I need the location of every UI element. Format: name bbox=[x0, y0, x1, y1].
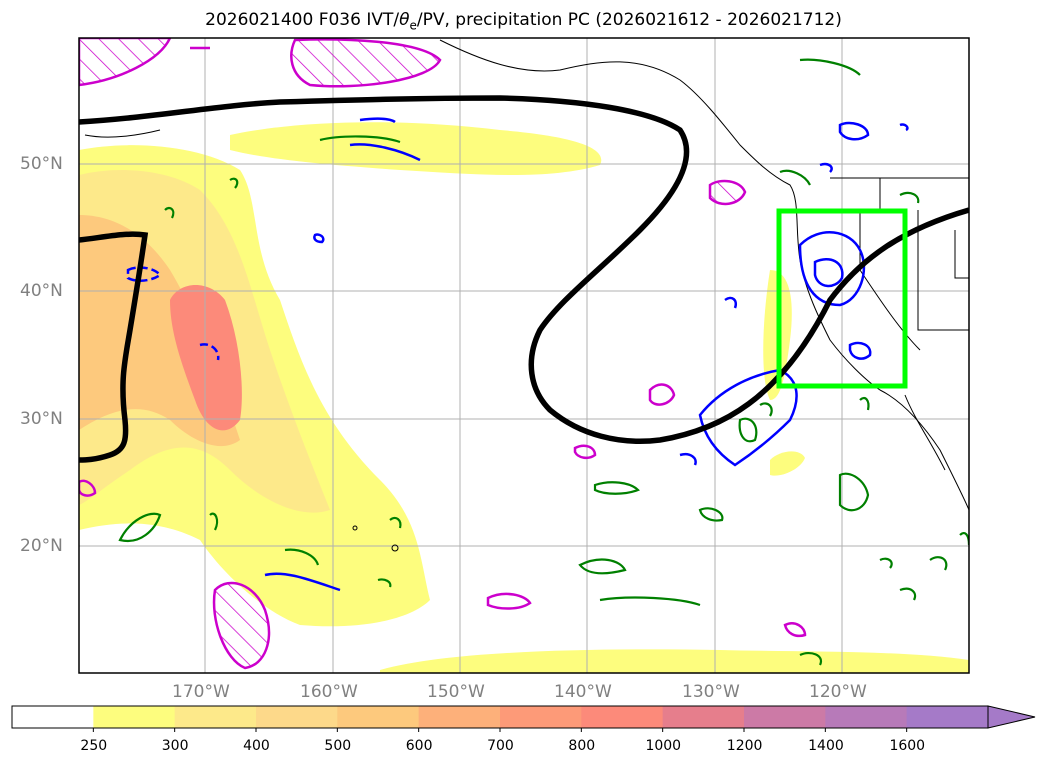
colorbar-segment bbox=[662, 706, 745, 728]
colorbar-tick-label: 1400 bbox=[808, 738, 844, 754]
colorbar-tick-label: 1000 bbox=[645, 738, 682, 754]
lat-label-50n: 50°N bbox=[20, 154, 63, 174]
grid-lines bbox=[79, 38, 969, 673]
lon-label-140w: 140°W bbox=[554, 682, 612, 702]
colorbar-tick-label: 1600 bbox=[889, 738, 926, 754]
ivt-shading-core bbox=[170, 285, 242, 431]
colorbar-segment bbox=[906, 706, 989, 728]
colorbar-tick-label: 300 bbox=[161, 738, 189, 754]
theta-e-contour bbox=[79, 95, 969, 463]
colorbar-extend-arrow bbox=[987, 705, 1036, 729]
colorbar-segment bbox=[744, 706, 826, 728]
colorbar-tick-label: 400 bbox=[243, 738, 270, 754]
lon-label-170w: 170°W bbox=[172, 682, 230, 702]
colorbar-tick-label: 700 bbox=[487, 738, 514, 754]
coastlines bbox=[84, 39, 969, 552]
map-border bbox=[78, 37, 970, 674]
ivt-shading-band bbox=[230, 122, 602, 175]
colorbar-tick-label: 1200 bbox=[726, 738, 763, 754]
pv-magenta-contours bbox=[79, 38, 807, 670]
colorbar-segment bbox=[418, 706, 501, 728]
colorbar-segment bbox=[93, 706, 176, 728]
target-box bbox=[776, 208, 908, 389]
colorbar-tick-label: 250 bbox=[80, 738, 108, 754]
colorbar-segment bbox=[256, 706, 338, 728]
ivt-shading-south bbox=[380, 649, 969, 673]
lon-label-160w: 160°W bbox=[300, 682, 358, 702]
pv-blue-contours bbox=[126, 117, 909, 592]
colorbar bbox=[11, 705, 989, 732]
colorbar-tick-label: 600 bbox=[405, 738, 433, 754]
colorbar-segment bbox=[581, 706, 664, 728]
lon-label-150w: 150°W bbox=[427, 682, 485, 702]
lat-label-20n: 20°N bbox=[20, 536, 63, 556]
precip-contours bbox=[118, 58, 969, 666]
colorbar-segment bbox=[337, 706, 420, 728]
lat-label-40n: 40°N bbox=[20, 281, 63, 301]
ivt-shading-blob bbox=[770, 451, 805, 476]
colorbar-tick-label: 800 bbox=[568, 738, 596, 754]
colorbar-tick-label: 500 bbox=[324, 738, 352, 754]
lon-label-130w: 130°W bbox=[682, 682, 740, 702]
colorbar-segment bbox=[500, 706, 582, 728]
colorbar-segment bbox=[174, 706, 257, 728]
lat-label-30n: 30°N bbox=[20, 409, 63, 429]
map-title: 2026021400 F036 IVT/θe/PV, precipitation… bbox=[205, 10, 842, 33]
colorbar-segment bbox=[825, 706, 908, 728]
colorbar-segment bbox=[12, 706, 94, 728]
lon-label-120w: 120°W bbox=[809, 682, 867, 702]
